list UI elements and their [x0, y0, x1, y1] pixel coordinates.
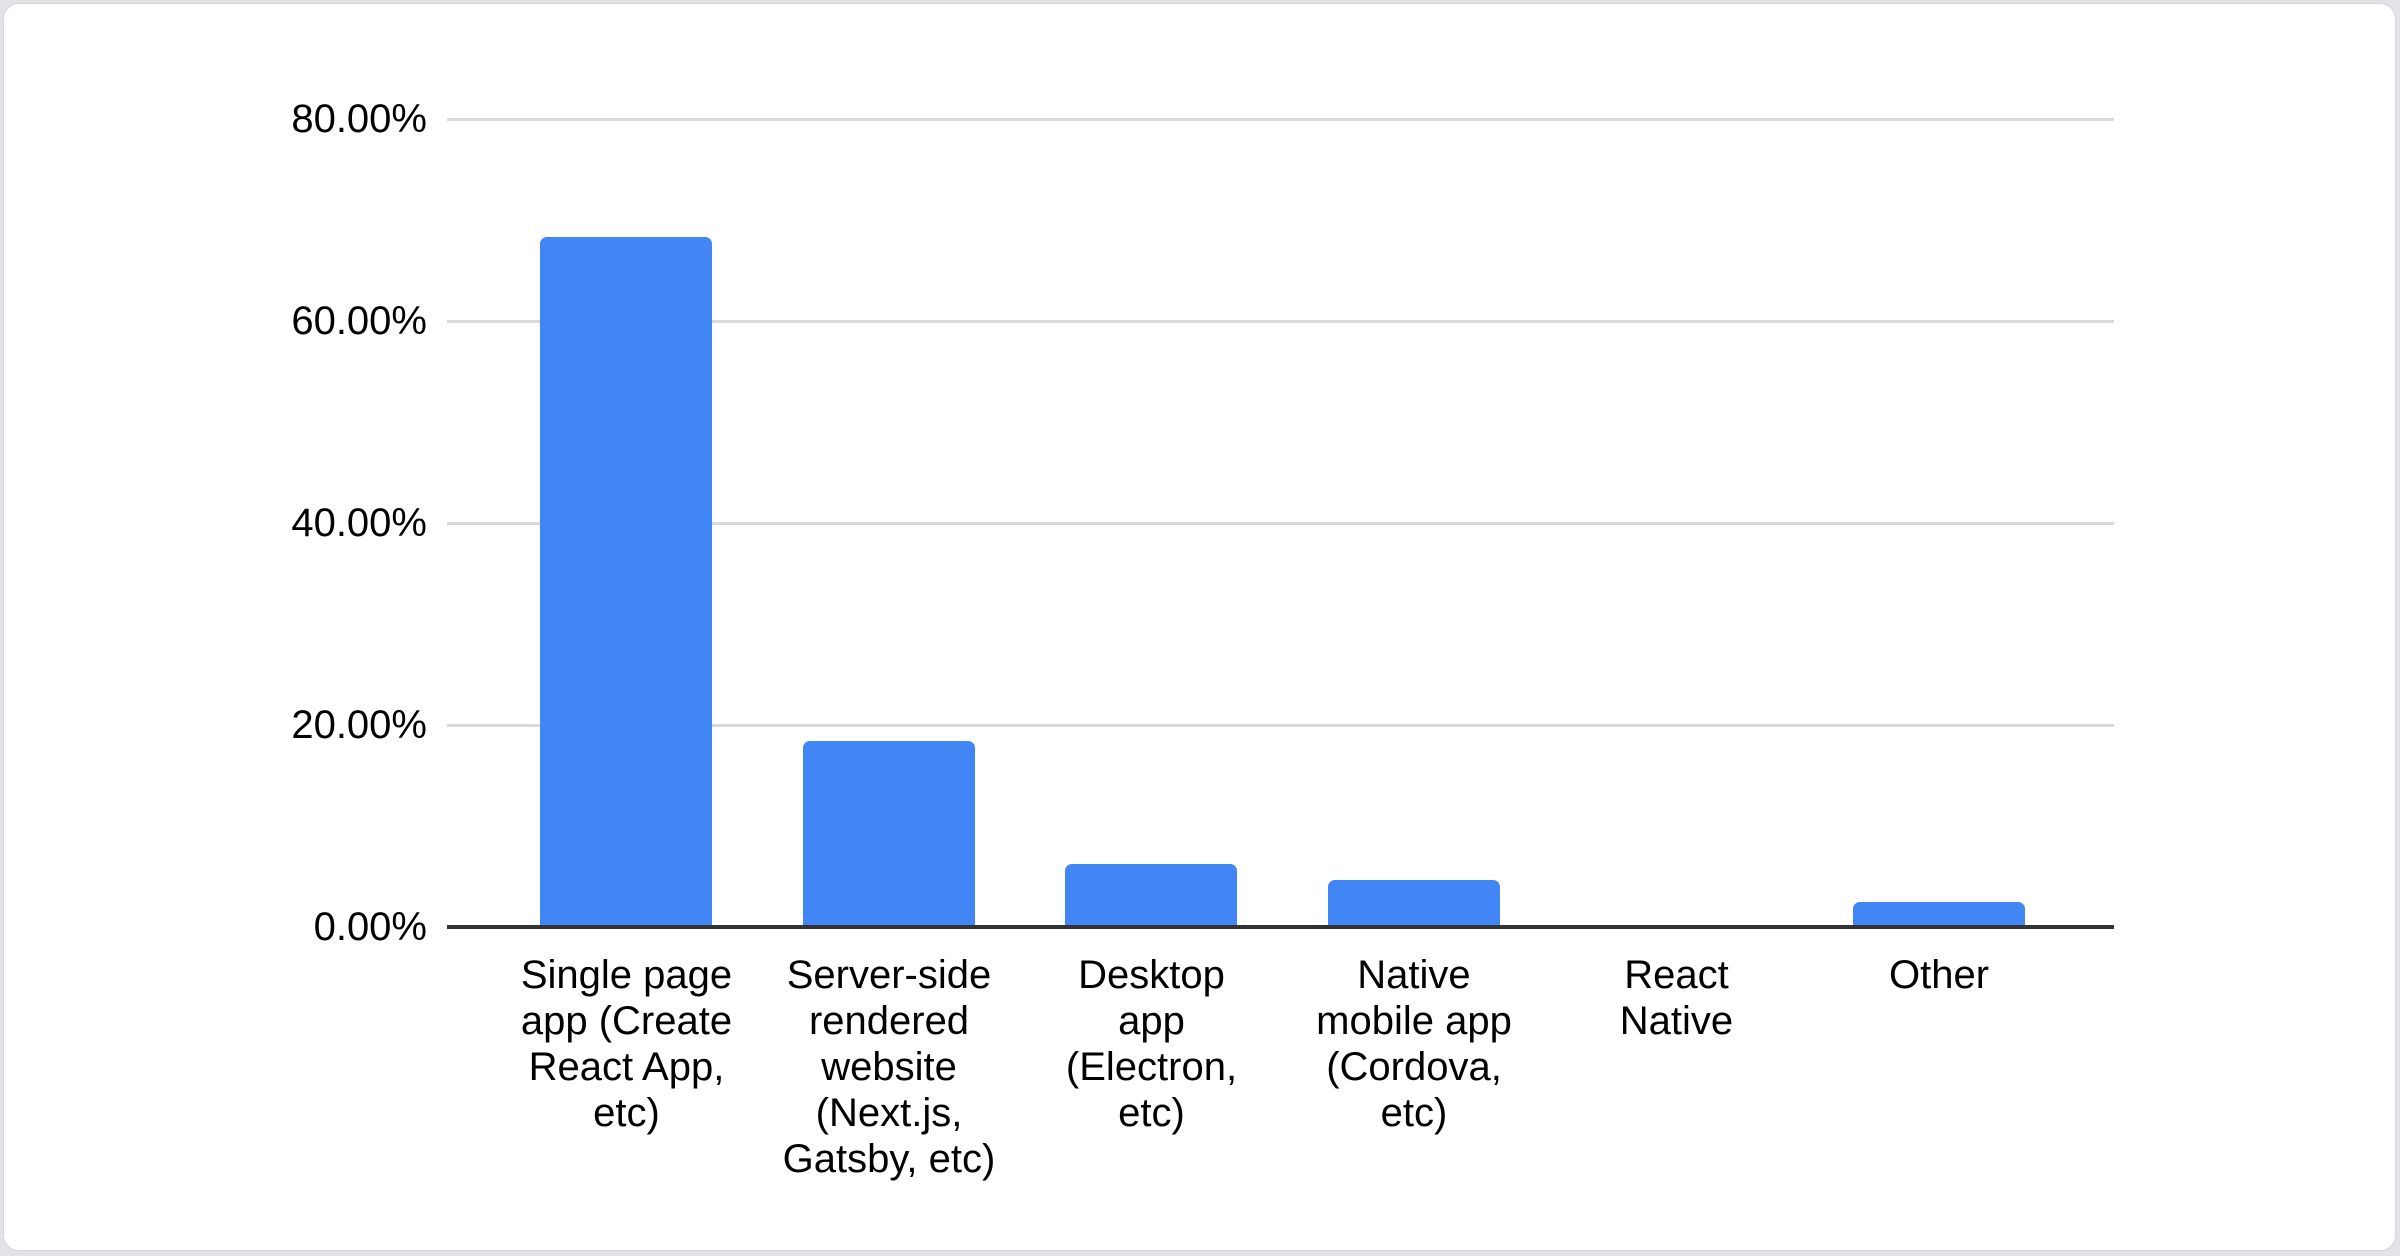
- y-tick-label-60: 60.00%: [291, 299, 427, 343]
- bar-4: [1327, 879, 1500, 927]
- y-tick-label-0: 0.00%: [313, 905, 427, 949]
- x-category-label-2: Server-side rendered website (Next.js, G…: [782, 953, 996, 1181]
- bar-6: [1852, 901, 2025, 927]
- bar-1: [540, 237, 713, 927]
- x-category-label-3: Desktop app (Electron, etc): [1065, 953, 1238, 1135]
- bar-3: [1065, 864, 1238, 927]
- x-axis-baseline: [447, 925, 2114, 929]
- bar-2: [802, 741, 975, 927]
- gridline-80: [447, 118, 2114, 121]
- x-category-label-4: Native mobile app (Cordova, etc): [1316, 953, 1512, 1135]
- y-tick-label-40: 40.00%: [291, 501, 427, 545]
- y-tick-label-20: 20.00%: [291, 703, 427, 747]
- chart-plot-area: [447, 118, 2114, 929]
- x-category-label-6: Other: [1888, 953, 1990, 997]
- chart-card: 80.00% 60.00% 40.00% 20.00% 0.00% Single pag…: [3, 3, 2396, 1251]
- x-category-label-5: React Native: [1619, 953, 1734, 1043]
- y-tick-label-80: 80.00%: [291, 97, 427, 141]
- gridline-20: [447, 724, 2114, 727]
- gridline-40: [447, 522, 2114, 525]
- x-category-label-1: Single page app (Create React App, etc): [520, 953, 733, 1135]
- gridline-60: [447, 320, 2114, 323]
